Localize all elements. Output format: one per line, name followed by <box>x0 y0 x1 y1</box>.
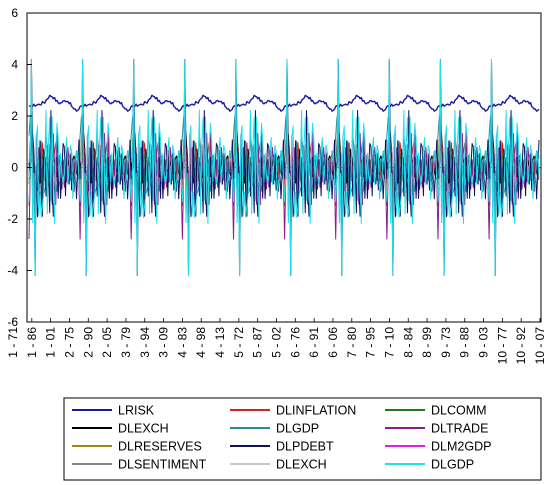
x-tick-label: 6 - 06 <box>326 327 340 358</box>
y-tick-label: 0 <box>11 161 18 175</box>
x-tick-label: 8 - 99 <box>420 327 434 358</box>
series-line-lrisk <box>28 94 540 112</box>
y-tick-label: 4 <box>11 58 18 72</box>
series-layer <box>28 58 540 277</box>
x-tick-label: 3 - 79 <box>119 327 133 358</box>
legend-label: DLEXCH <box>276 458 327 472</box>
x-tick-label: 6 - 76 <box>288 327 302 358</box>
legend-label: LRISK <box>118 404 155 418</box>
x-tick-label: 10 - 07 <box>533 327 547 365</box>
x-tick-label: 7 - 80 <box>345 327 359 358</box>
x-tick-label: 1 - 01 <box>44 327 58 358</box>
x-tick-label: 4 - 83 <box>175 327 189 358</box>
legend-label: DLTRADE <box>431 422 488 436</box>
x-tick-label: 5 - 02 <box>270 327 284 358</box>
y-tick-label: -2 <box>7 212 18 226</box>
x-tick-label: 1 - 71 <box>6 327 20 358</box>
legend: LRISK DLINFLATION DLCOMM DLEXCH DLGDP DLTRADE… <box>72 404 491 472</box>
legend-label: DLGDP <box>431 458 474 472</box>
legend-label: DLCOMM <box>431 404 487 418</box>
x-tick-label: 9 - 88 <box>458 327 472 358</box>
x-tick-label: 7 - 10 <box>382 327 396 358</box>
x-tick-label: 7 - 95 <box>364 327 378 358</box>
x-tick-label: 4 - 98 <box>194 327 208 358</box>
x-tick-label: 1 - 86 <box>25 327 39 358</box>
legend-label: DLSENTIMENT <box>118 458 207 472</box>
x-tick-label: 9 - 03 <box>477 327 491 358</box>
x-axis: 1 - 71 1 - 86 1 - 01 2 - 75 2 - 90 2 - 05 3 - … <box>6 318 547 364</box>
x-tick-label: 10 - 77 <box>495 327 509 365</box>
x-tick-label: 6 - 91 <box>307 327 321 358</box>
x-tick-label: 4 - 13 <box>213 327 227 358</box>
y-tick-label: 6 <box>11 6 18 20</box>
x-tick-label: 8 - 84 <box>401 327 415 358</box>
x-tick-label: 2 - 90 <box>81 327 95 358</box>
x-tick-label: 2 - 75 <box>62 327 76 358</box>
x-tick-label: 5 - 72 <box>232 327 246 358</box>
y-tick-label: 2 <box>11 109 18 123</box>
x-tick-label: 2 - 05 <box>100 327 114 358</box>
y-tick-label: -4 <box>7 264 18 278</box>
legend-label: DLINFLATION <box>276 404 356 418</box>
legend-label: DLM2GDP <box>431 440 491 454</box>
x-tick-label: 3 - 94 <box>138 327 152 358</box>
series-line-dlgdp <box>28 58 540 277</box>
legend-box <box>63 397 542 481</box>
legend-label: DLGDP <box>276 422 319 436</box>
legend-label: DLPDEBT <box>276 440 334 454</box>
x-tick-label: 5 - 87 <box>251 327 265 358</box>
legend-label: DLEXCH <box>118 422 169 436</box>
x-tick-label: 3 - 09 <box>157 327 171 358</box>
legend-label: DLRESERVES <box>118 440 202 454</box>
x-tick-label: 9 - 73 <box>439 327 453 358</box>
x-tick-label: 10 - 92 <box>514 327 528 365</box>
